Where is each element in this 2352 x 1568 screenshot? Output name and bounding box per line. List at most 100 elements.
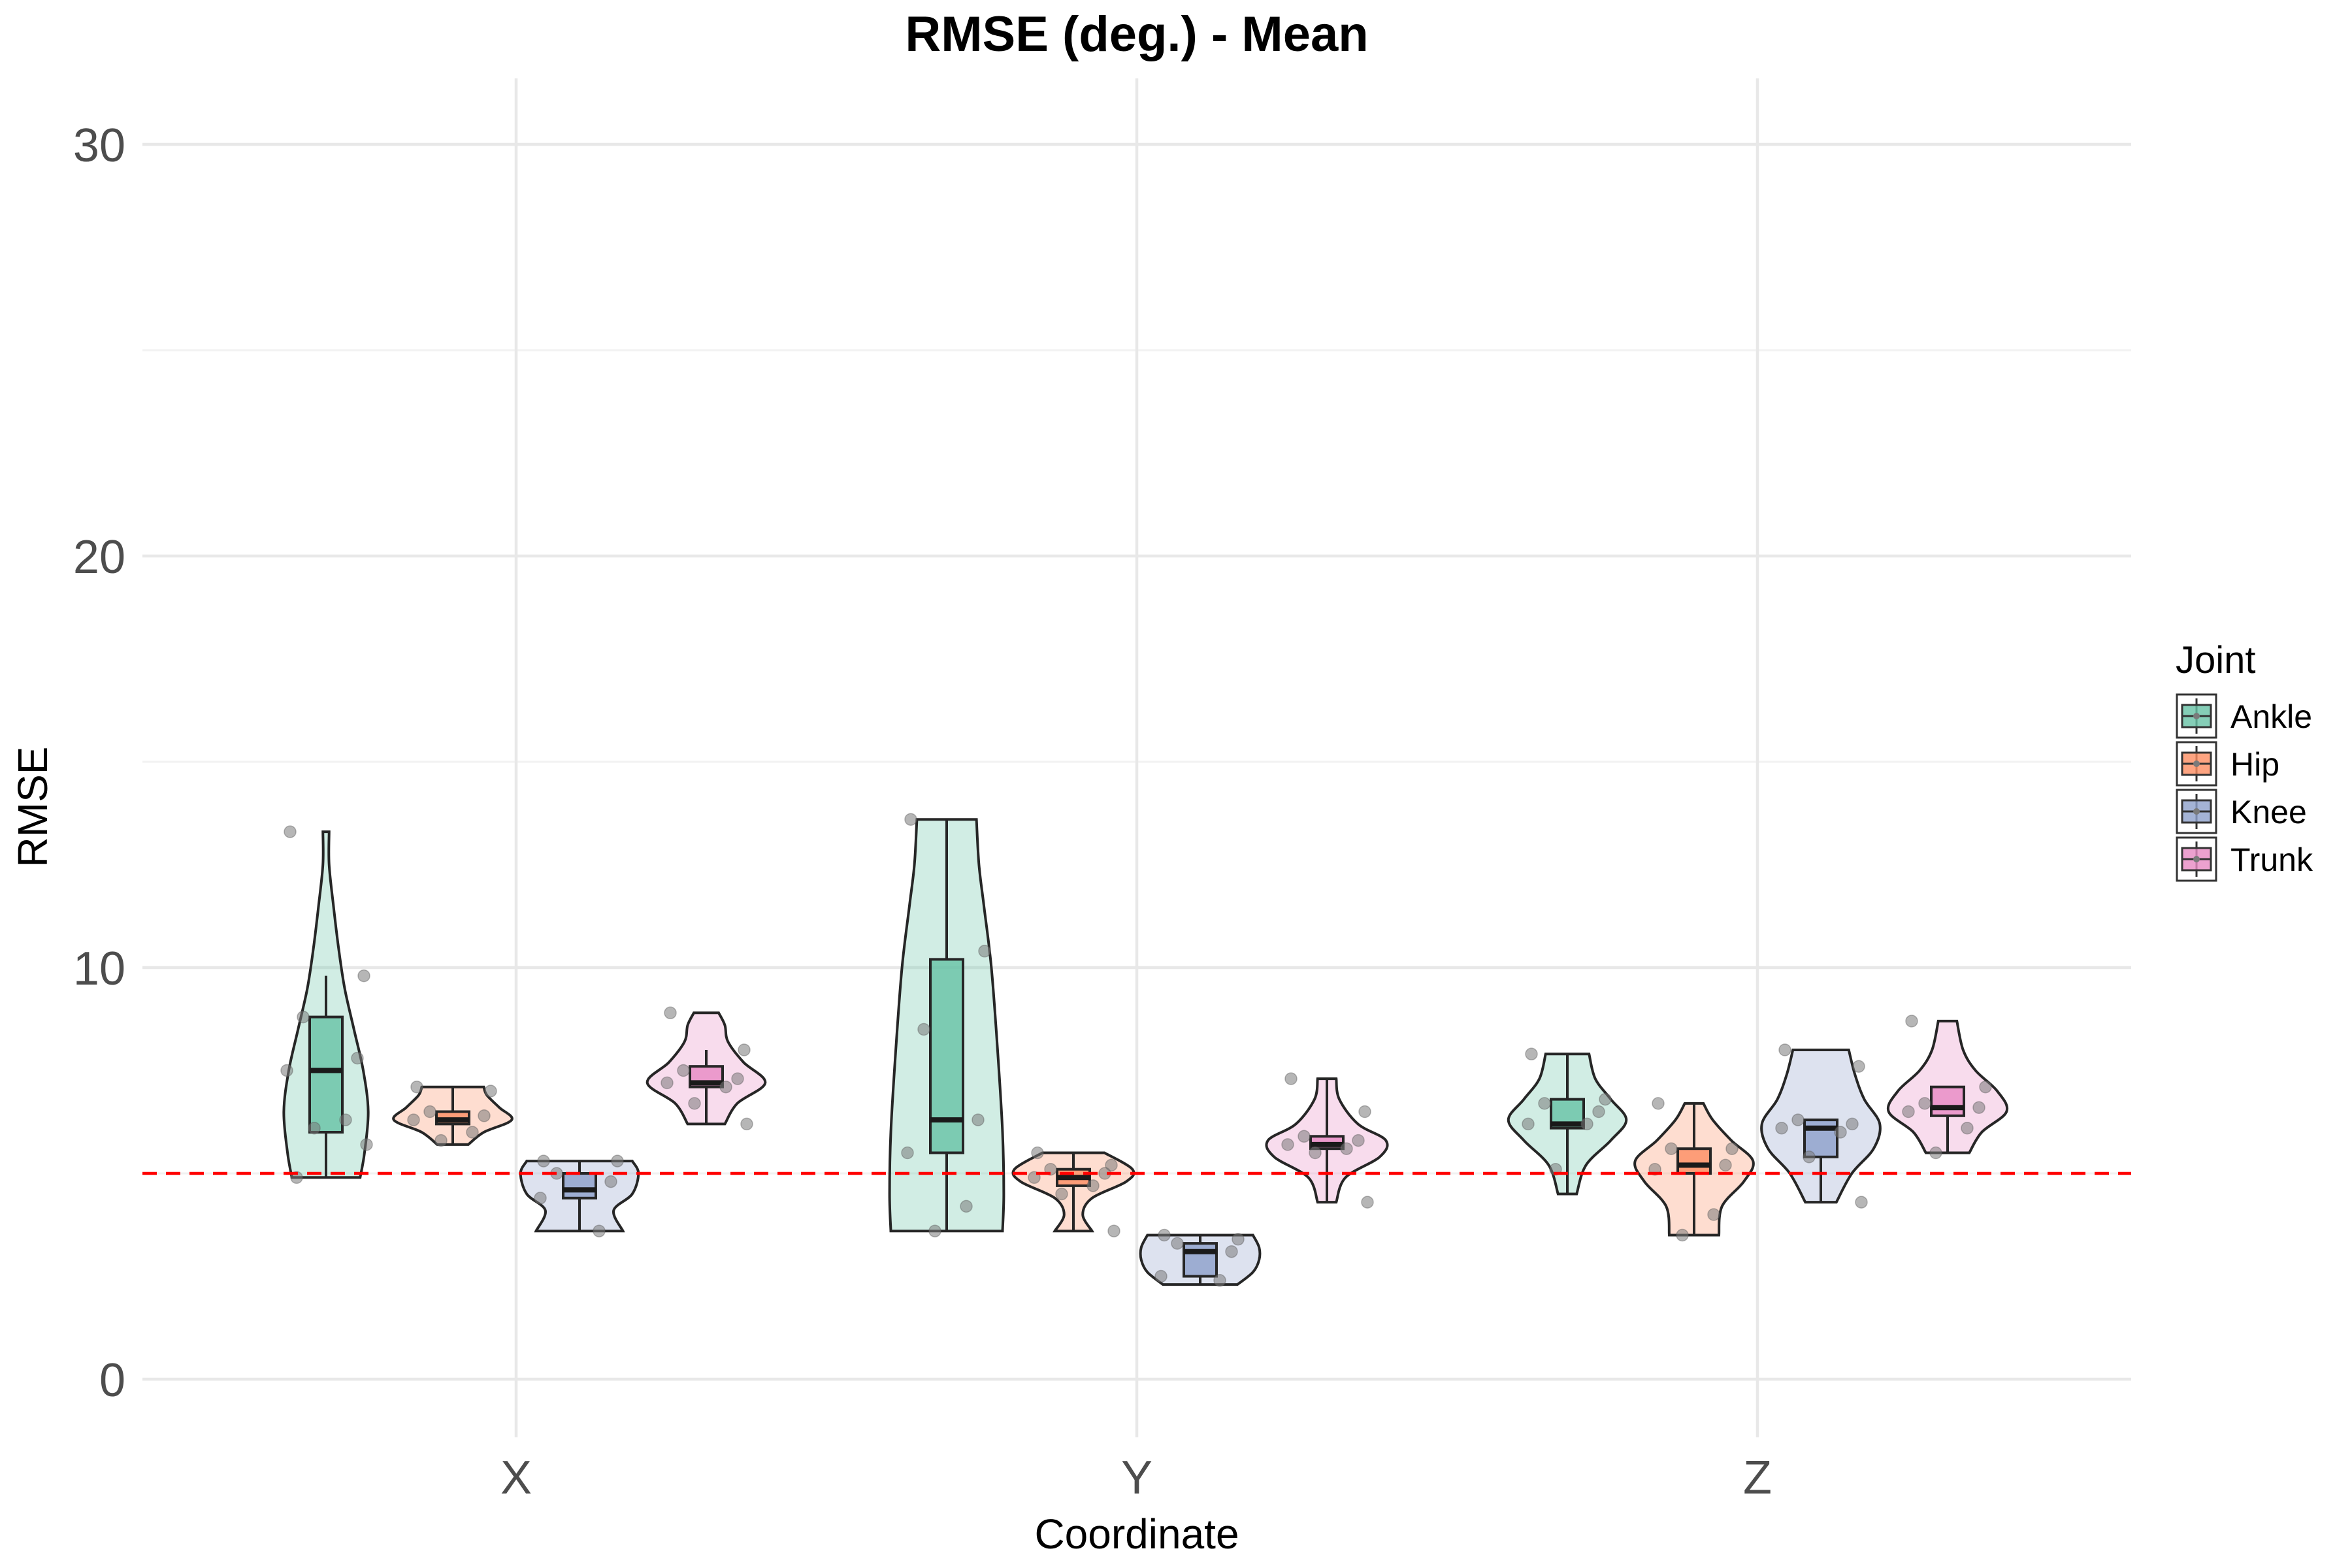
x-axis-label: Coordinate	[1034, 1511, 1239, 1558]
x-tick-label: Z	[1743, 1452, 1772, 1504]
data-point	[534, 1192, 547, 1205]
data-point	[1852, 1060, 1865, 1073]
data-point	[1778, 1043, 1791, 1056]
box	[308, 1015, 344, 1134]
data-point	[1592, 1105, 1605, 1119]
data-point	[1961, 1121, 1974, 1135]
data-point	[1834, 1126, 1847, 1139]
data-point	[466, 1126, 479, 1139]
legend-label-ankle: Ankle	[2230, 698, 2312, 735]
legend-key-point	[2193, 760, 2200, 767]
violin-group-ankle-x	[280, 825, 373, 1184]
legend-title: Joint	[2176, 639, 2256, 681]
data-point	[1284, 1072, 1298, 1085]
data-point	[360, 1138, 373, 1151]
legend-label-trunk: Trunk	[2230, 841, 2313, 878]
data-point	[297, 1010, 310, 1024]
data-point	[1979, 1080, 1992, 1094]
legend-key-hip	[2176, 741, 2217, 787]
data-point	[1902, 1105, 1915, 1119]
data-point	[1225, 1245, 1238, 1258]
violin-group-ankle-z	[1507, 1047, 1628, 1196]
legend-key-point	[2193, 713, 2200, 719]
data-point	[537, 1154, 550, 1168]
violin-group-knee-z	[1760, 1043, 1882, 1209]
data-point	[740, 1117, 753, 1131]
data-point	[484, 1085, 497, 1098]
data-point	[1855, 1196, 1868, 1209]
data-point	[593, 1224, 606, 1237]
data-point	[904, 813, 917, 826]
legend-key-knee	[2176, 789, 2217, 834]
legend-key-point	[2193, 808, 2200, 815]
legend-key-ankle	[2176, 693, 2217, 739]
data-point	[1171, 1237, 1184, 1250]
y-axis-label: RMSE	[9, 747, 56, 868]
violin-group-trunk-z	[1886, 1015, 2009, 1160]
data-point	[1232, 1233, 1245, 1246]
data-point	[1055, 1187, 1068, 1201]
data-point	[1358, 1105, 1371, 1119]
violin-group-ankle-y	[888, 813, 1005, 1237]
data-point	[917, 1022, 930, 1036]
data-point	[1929, 1146, 1942, 1160]
data-point	[280, 1064, 293, 1077]
data-point	[1281, 1138, 1294, 1151]
chart-title: RMSE (deg.) - Mean	[905, 7, 1368, 62]
data-point	[611, 1154, 624, 1168]
data-point	[978, 945, 991, 958]
data-point	[738, 1043, 751, 1056]
data-point	[1707, 1208, 1720, 1221]
data-point	[1105, 1158, 1118, 1172]
legend-label-hip: Hip	[2230, 746, 2279, 783]
data-point	[1846, 1117, 1859, 1131]
data-point	[339, 1113, 352, 1126]
data-point	[1154, 1269, 1168, 1283]
data-point	[661, 1076, 674, 1090]
data-point	[423, 1105, 436, 1119]
data-point	[1725, 1142, 1739, 1155]
data-point	[1599, 1092, 1612, 1106]
data-point	[1107, 1224, 1120, 1237]
legend-key-point	[2193, 856, 2200, 862]
data-point	[1158, 1228, 1171, 1242]
data-point	[1352, 1134, 1365, 1147]
violin-group-trunk-x	[645, 1006, 767, 1131]
violin-group-trunk-y	[1265, 1072, 1389, 1209]
y-tick-label: 0	[99, 1354, 125, 1407]
data-point	[1298, 1130, 1311, 1143]
data-point	[357, 969, 370, 983]
legend: Joint Ankle Hip Knee Trunk	[2176, 639, 2313, 882]
data-point	[1031, 1146, 1044, 1160]
data-point	[1538, 1097, 1551, 1110]
x-tick-label: X	[500, 1452, 532, 1504]
box	[562, 1172, 597, 1200]
x-tick-label: Y	[1121, 1452, 1152, 1504]
data-point	[1972, 1101, 1985, 1114]
data-point	[1340, 1142, 1353, 1155]
data-point	[1525, 1047, 1538, 1061]
data-point	[1361, 1196, 1374, 1209]
box	[1183, 1242, 1218, 1278]
data-point	[407, 1113, 420, 1126]
data-point	[351, 1051, 364, 1065]
data-point	[1905, 1015, 1918, 1028]
data-point	[901, 1146, 914, 1160]
data-point	[1522, 1117, 1535, 1131]
data-point	[719, 1080, 732, 1094]
violin-group-knee-y	[1139, 1228, 1262, 1287]
violin-group-hip-z	[1633, 1097, 1755, 1242]
data-point	[308, 1121, 321, 1135]
y-tick-label: 10	[73, 943, 125, 995]
data-point	[604, 1175, 617, 1188]
axis-layer: 0 10 20 30 X Y Z	[73, 120, 1772, 1504]
data-point	[410, 1080, 423, 1094]
data-point	[1213, 1274, 1226, 1287]
data-point	[1665, 1142, 1678, 1155]
data-point	[1803, 1151, 1816, 1164]
y-tick-label: 30	[73, 120, 125, 172]
violin-group-hip-x	[392, 1080, 514, 1147]
